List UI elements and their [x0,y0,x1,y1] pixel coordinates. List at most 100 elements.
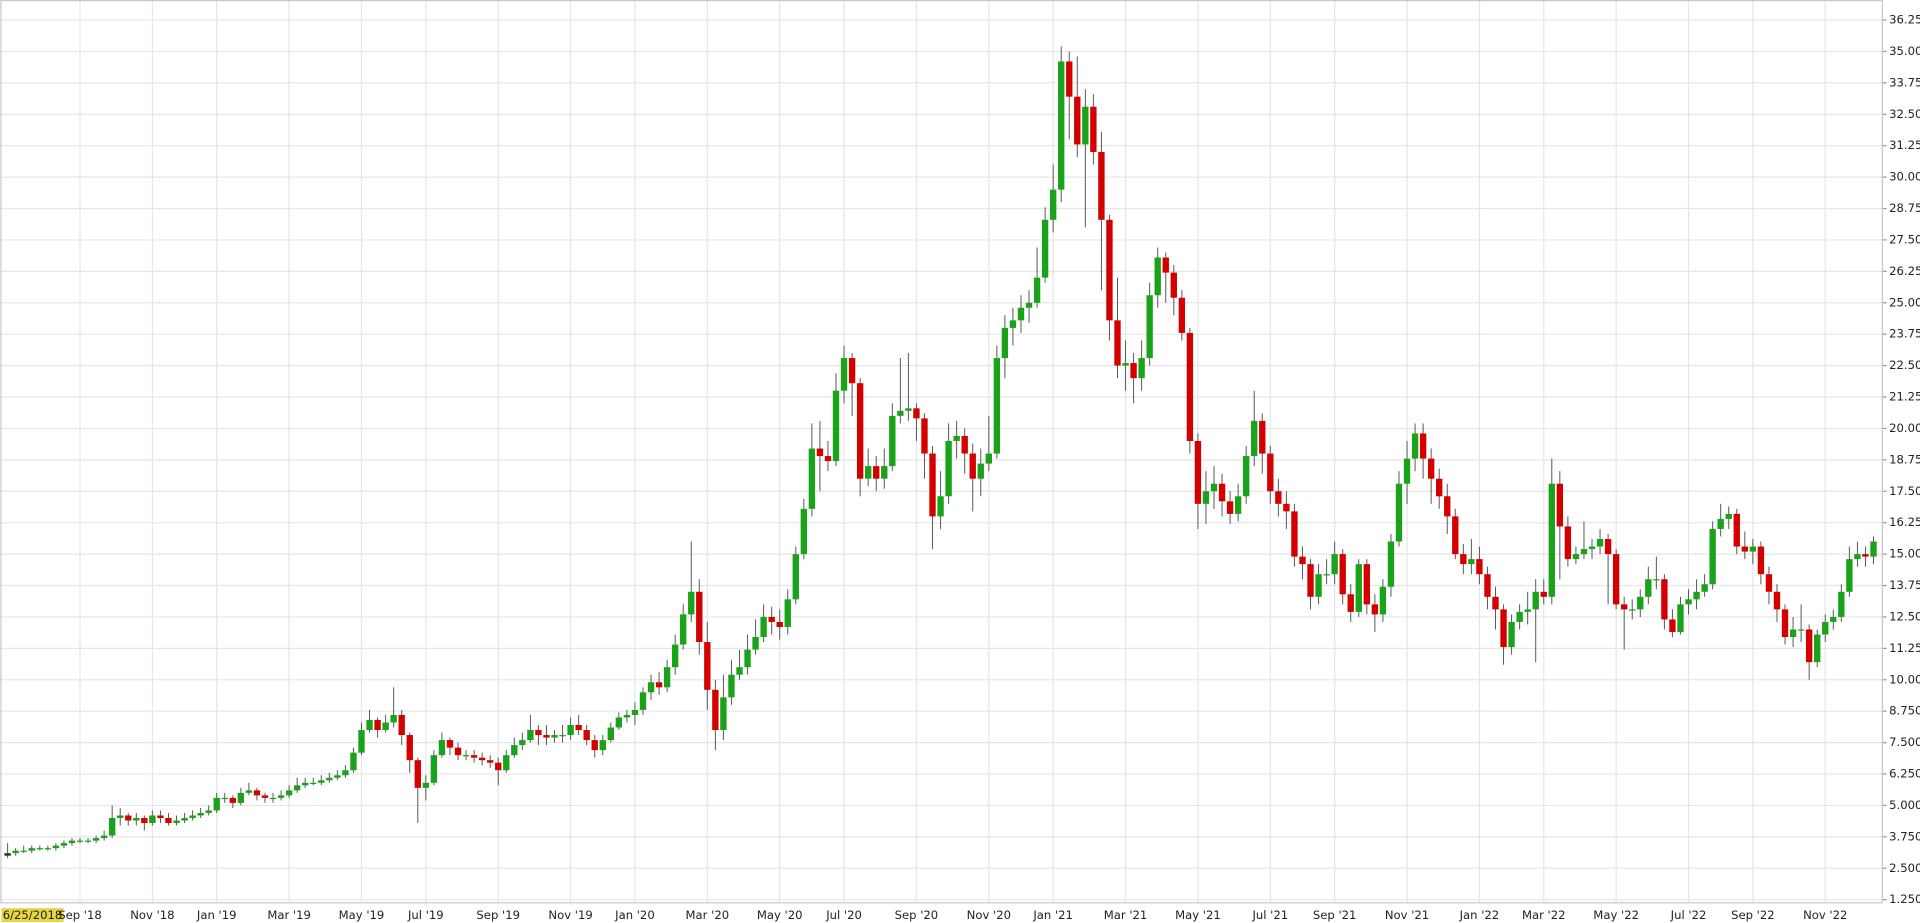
y-tick-label: 31.25 [1889,138,1920,152]
candle-body [398,714,405,736]
x-tick-label: Nov '18 [130,908,174,922]
candle-body [1814,634,1821,663]
candle-body [221,797,228,800]
candle-body [1025,302,1033,308]
y-tick-label: 5.000 [1889,798,1920,812]
candle-body [1588,546,1596,550]
x-tick-label: Sep '22 [1731,908,1775,922]
candle-body [1411,433,1419,459]
candle-body [824,456,832,462]
candle-body [1500,609,1507,648]
candle-body [1508,621,1515,648]
candle-body [1862,554,1869,557]
candle-body [1436,478,1443,497]
candle-body [1122,363,1129,366]
y-tick-label: 15.000 [1889,547,1920,561]
x-tick-label: Sep '18 [58,908,102,922]
candle-body [776,621,783,627]
candle-body [1476,559,1483,575]
candle-body [1596,539,1604,547]
candle-body [1653,579,1660,581]
candle-body [318,780,325,783]
candle-body [856,383,864,479]
candle-body [495,762,502,771]
candle-body [800,508,808,555]
x-tick-label: Jul '22 [1670,908,1707,922]
y-tick-label: 8.750 [1889,704,1920,718]
candle-body [1307,564,1314,597]
candle-body [28,848,35,851]
candle-body [1637,596,1644,610]
candle-body [720,697,727,731]
x-tick-label: Mar '22 [1522,908,1566,922]
candle-body [1379,586,1387,615]
candle-body [1701,584,1708,592]
candle-body [897,410,904,416]
candle-body [366,719,373,731]
candle-body [889,415,896,467]
candle-body [599,740,606,751]
candle-body [277,795,285,798]
candle-body [607,727,614,741]
candle-body [1202,491,1210,504]
candle-body [1170,272,1177,298]
candle-body [438,740,446,756]
y-tick-label: 30.00 [1889,170,1920,184]
candle-body [953,435,960,441]
candle-body [125,815,132,821]
candle-body [1444,496,1451,517]
candle-body [881,466,888,479]
x-tick-label: Nov '19 [548,908,592,922]
candle-body [808,448,816,509]
candle-body [1564,526,1572,560]
candle-body [1066,61,1073,97]
candle-body [760,616,767,638]
candle-body [784,599,791,627]
candle-body [680,614,687,645]
candle-body [1082,106,1089,145]
candle-body [712,689,719,731]
candle-body [1572,554,1580,560]
candle-body [631,709,639,715]
x-tick-label: Jul '21 [1251,908,1288,922]
candle-body [44,848,52,850]
candle-body [1114,320,1121,366]
candle-body [1838,591,1845,617]
candle-body [1765,574,1773,592]
candle-body [1251,420,1258,457]
candle-body [527,730,534,741]
candle-body [591,740,598,751]
candle-body [229,797,236,803]
x-tick-label: Jan '20 [614,908,655,922]
candle-body [993,358,1001,454]
x-tick-label: Sep '19 [476,908,520,922]
candle-body [1218,483,1226,502]
candle-body [1805,629,1813,663]
candle-body [1524,609,1531,612]
candle-body [1395,483,1403,542]
candle-body [117,815,124,818]
candle-body [1452,516,1459,555]
candle-body [1234,496,1242,514]
candle-body [1090,106,1097,152]
candle-body [293,785,301,791]
y-tick-label: 10.000 [1889,672,1920,686]
y-tick-label: 22.50 [1889,358,1920,372]
candle-body [382,722,389,731]
candle-body [334,775,341,778]
candle-body [655,682,663,688]
candle-body [197,812,204,816]
candle-body [1226,501,1234,514]
candle-body [302,782,309,786]
candle-body [1540,591,1547,597]
x-tick-label: May '20 [757,908,803,922]
candle-body [1797,629,1805,631]
candle-body [173,820,180,824]
x-tick-label: May '22 [1593,908,1639,922]
y-tick-label: 36.25 [1889,13,1920,27]
candle-body [1854,554,1861,560]
candle-body [1556,483,1564,527]
candle-body [567,724,574,736]
y-tick-label: 33.75 [1889,75,1920,89]
